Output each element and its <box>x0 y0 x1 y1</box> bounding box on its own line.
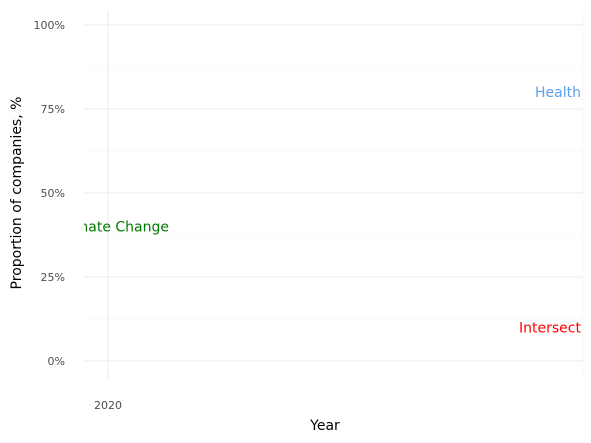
annotation-climate-change: Climate Change <box>57 220 169 236</box>
annotations: Climate Change Health Intersect <box>57 85 581 336</box>
grid <box>84 10 583 380</box>
annotation-health: Health <box>535 85 581 101</box>
x-tick-labels: 2020 <box>94 399 122 412</box>
y-tick-label: 50% <box>41 187 65 200</box>
y-tick-label: 0% <box>48 355 65 368</box>
y-tick-label: 25% <box>41 271 65 284</box>
x-axis-title: Year <box>309 418 340 434</box>
y-axis-title: Proportion of companies, % <box>9 97 25 290</box>
y-tick-label: 100% <box>34 19 65 32</box>
y-tick-label: 75% <box>41 103 65 116</box>
x-tick-label: 2020 <box>94 399 122 412</box>
y-tick-labels: 0% 25% 50% 75% 100% <box>34 19 65 368</box>
annotation-intersect: Intersect <box>519 320 581 336</box>
